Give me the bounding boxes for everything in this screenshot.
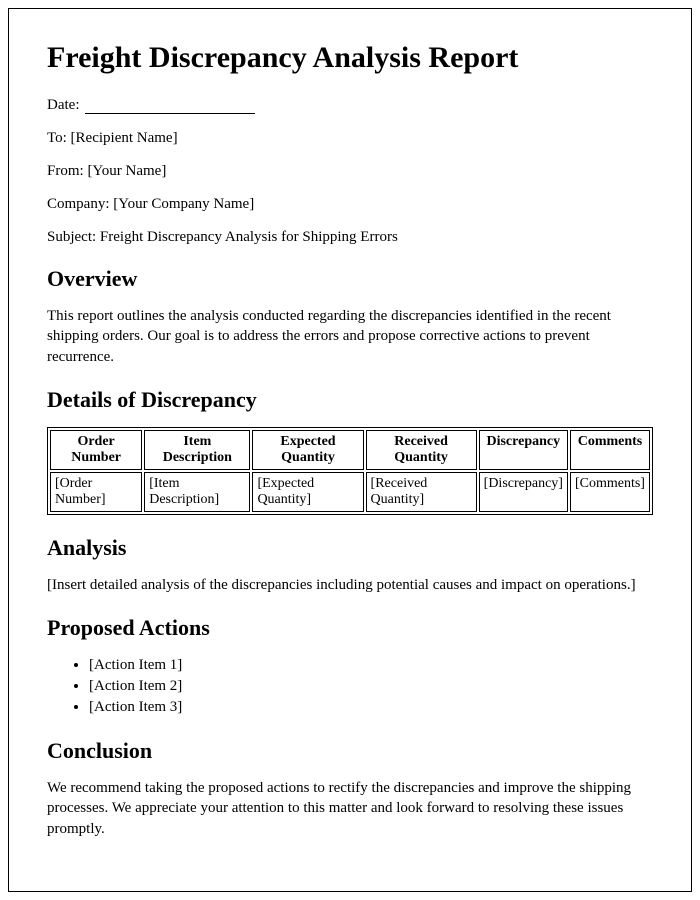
- discrepancy-table: Order Number Item Description Expected Q…: [47, 427, 653, 515]
- company-value: [Your Company Name]: [113, 196, 254, 212]
- th-order-number: Order Number: [50, 430, 142, 470]
- conclusion-heading: Conclusion: [47, 738, 653, 764]
- subject-line: Subject: Freight Discrepancy Analysis fo…: [47, 229, 653, 246]
- date-blank-field[interactable]: [85, 113, 255, 114]
- td-expected-qty: [Expected Quantity]: [252, 472, 363, 512]
- th-comments: Comments: [570, 430, 650, 470]
- td-received-qty: [Received Quantity]: [366, 472, 477, 512]
- th-item-description: Item Description: [144, 430, 250, 470]
- subject-label: Subject:: [47, 229, 96, 245]
- from-label: From:: [47, 163, 84, 179]
- analysis-text: [Insert detailed analysis of the discrep…: [47, 575, 653, 595]
- th-discrepancy: Discrepancy: [479, 430, 568, 470]
- td-comments: [Comments]: [570, 472, 650, 512]
- details-heading: Details of Discrepancy: [47, 387, 653, 413]
- analysis-heading: Analysis: [47, 535, 653, 561]
- list-item: [Action Item 2]: [89, 676, 653, 697]
- list-item: [Action Item 1]: [89, 655, 653, 676]
- conclusion-text: We recommend taking the proposed actions…: [47, 778, 653, 839]
- actions-list: [Action Item 1] [Action Item 2] [Action …: [47, 655, 653, 718]
- document-page: Freight Discrepancy Analysis Report Date…: [8, 8, 692, 892]
- table-header-row: Order Number Item Description Expected Q…: [50, 430, 650, 470]
- table-row: [Order Number] [Item Description] [Expec…: [50, 472, 650, 512]
- th-expected-qty: Expected Quantity: [252, 430, 363, 470]
- overview-heading: Overview: [47, 266, 653, 292]
- td-order-number: [Order Number]: [50, 472, 142, 512]
- company-line: Company: [Your Company Name]: [47, 196, 653, 213]
- from-line: From: [Your Name]: [47, 163, 653, 180]
- actions-heading: Proposed Actions: [47, 615, 653, 641]
- company-label: Company:: [47, 196, 110, 212]
- date-line: Date:: [47, 97, 653, 114]
- list-item: [Action Item 3]: [89, 697, 653, 718]
- overview-text: This report outlines the analysis conduc…: [47, 306, 653, 367]
- td-discrepancy: [Discrepancy]: [479, 472, 568, 512]
- to-value: [Recipient Name]: [71, 130, 178, 146]
- report-title: Freight Discrepancy Analysis Report: [47, 41, 653, 75]
- td-item-description: [Item Description]: [144, 472, 250, 512]
- to-label: To:: [47, 130, 67, 146]
- from-value: [Your Name]: [87, 163, 166, 179]
- th-received-qty: Received Quantity: [366, 430, 477, 470]
- to-line: To: [Recipient Name]: [47, 130, 653, 147]
- date-label: Date:: [47, 97, 79, 113]
- subject-value: Freight Discrepancy Analysis for Shippin…: [100, 229, 398, 245]
